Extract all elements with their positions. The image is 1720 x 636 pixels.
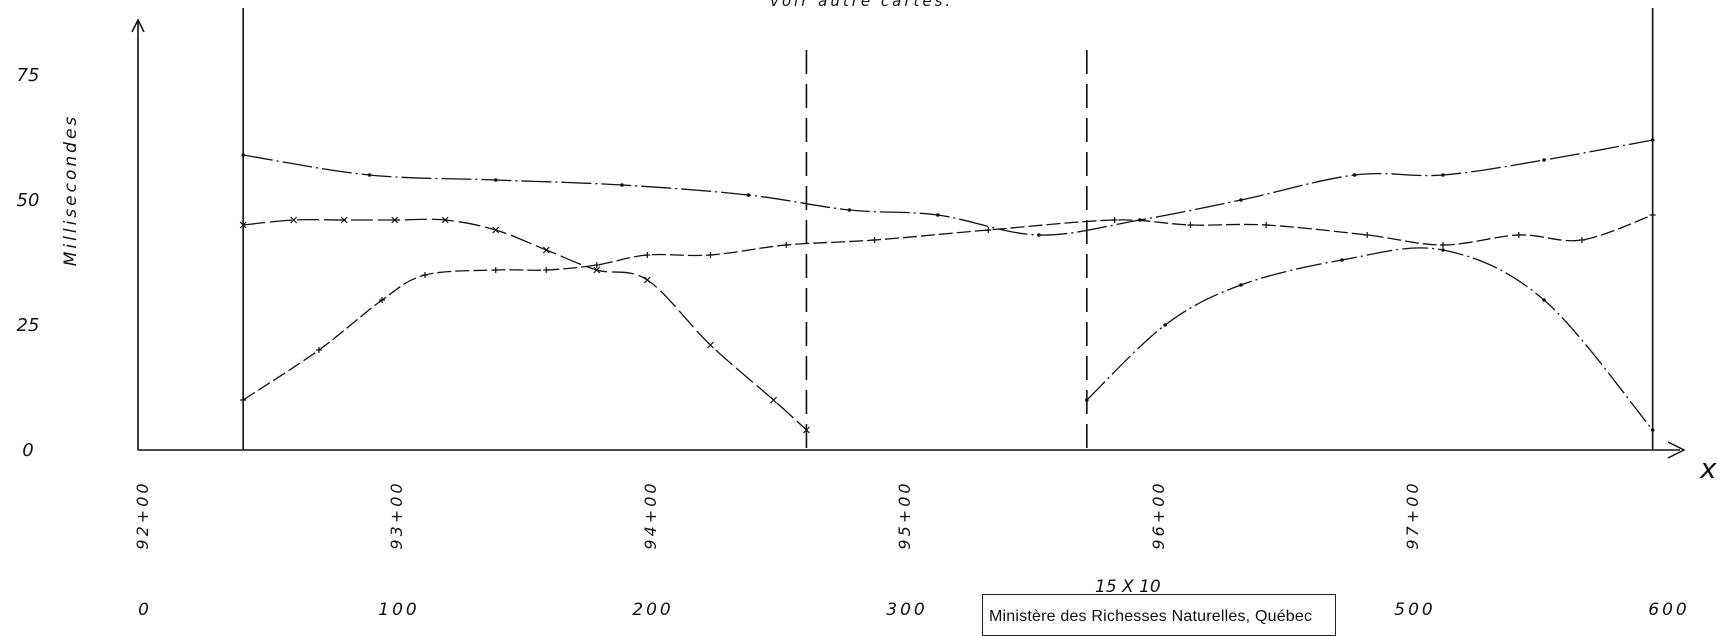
point-s3-9 <box>707 252 714 258</box>
point-s1-4 <box>620 183 624 187</box>
station-label-6: 97+00 <box>1403 480 1422 549</box>
point-s3-1 <box>240 397 247 403</box>
point-s1-11 <box>1352 173 1357 177</box>
x-tick-label-600: 600 <box>1648 600 1689 620</box>
point-s1-7 <box>936 213 940 217</box>
y-tick-label-0: 0 <box>22 440 33 461</box>
point-s1-5 <box>746 193 751 197</box>
x-tick-label-300: 300 <box>886 600 927 620</box>
point-s3-5 <box>492 267 499 273</box>
point-s2-12 <box>803 426 810 434</box>
point-s3-15 <box>1263 222 1270 228</box>
point-s1-1 <box>241 153 245 157</box>
series-line-2 <box>243 218 807 431</box>
point-s2-11 <box>770 396 778 404</box>
point-s4-6 <box>1542 298 1546 302</box>
top-note: voir autre cartes. <box>770 0 954 10</box>
point-s3-13 <box>1111 217 1118 223</box>
point-s3-10 <box>783 242 790 248</box>
point-s2-9 <box>643 276 651 284</box>
point-s2-10 <box>707 341 714 349</box>
point-s1-13 <box>1542 158 1546 162</box>
point-s1-12 <box>1441 173 1445 177</box>
series-line-4 <box>1086 247 1654 431</box>
point-s2-1 <box>239 221 247 229</box>
point-s3-19 <box>1578 237 1585 243</box>
point-s3-8 <box>644 252 651 258</box>
series-layer <box>239 138 1656 434</box>
x-axis-arrowhead <box>1667 441 1686 459</box>
point-s3-4 <box>422 272 429 278</box>
point-s2-2 <box>290 216 298 224</box>
point-s1-2 <box>367 173 372 177</box>
station-label-5: 96+00 <box>1149 480 1168 549</box>
station-label-4: 95+00 <box>895 480 914 549</box>
y-tick-label-75: 75 <box>17 65 40 86</box>
axes <box>131 18 1686 459</box>
ministry-stamp: Ministère des Richesses Naturelles, Québ… <box>982 594 1336 636</box>
point-s3-6 <box>543 267 550 273</box>
point-s2-4 <box>391 216 399 224</box>
y-tick-label-50: 50 <box>17 190 40 211</box>
point-s4-2 <box>1163 323 1167 327</box>
point-s4-7 <box>1650 428 1655 432</box>
point-s1-6 <box>847 208 852 212</box>
y-axis-arrowhead <box>131 18 145 33</box>
scale-note: 15 X 10 <box>1095 577 1161 597</box>
reference-lines <box>242 8 1654 450</box>
point-s2-5 <box>441 216 449 224</box>
x-tick-label-200: 200 <box>632 600 673 620</box>
station-label-1: 92+00 <box>133 480 152 549</box>
point-s4-1 <box>1085 398 1089 402</box>
point-s1-14 <box>1650 138 1655 142</box>
point-s4-4 <box>1340 258 1344 262</box>
point-s3-17 <box>1440 242 1446 248</box>
stamp-text: Ministère des Richesses Naturelles, Québ… <box>989 608 1313 625</box>
point-s2-6 <box>492 226 500 234</box>
point-s2-7 <box>542 246 550 254</box>
point-s4-3 <box>1239 283 1243 287</box>
point-s1-3 <box>493 178 498 182</box>
point-s3-18 <box>1515 232 1522 238</box>
x-tick-label-500: 500 <box>1394 600 1435 620</box>
station-label-3: 94+00 <box>641 480 660 549</box>
point-s3-11 <box>871 237 878 243</box>
point-s3-14 <box>1187 222 1194 228</box>
point-s3-2 <box>315 347 322 353</box>
point-s3-16 <box>1364 232 1371 238</box>
point-s3-3 <box>379 297 386 303</box>
point-s2-3 <box>340 216 348 224</box>
x-tick-label-100: 100 <box>378 600 419 620</box>
point-s3-7 <box>593 262 600 268</box>
point-s3-20 <box>1649 212 1656 218</box>
x-tick-label-0: 0 <box>138 600 152 620</box>
series-line-1 <box>243 139 1653 236</box>
point-s3-12 <box>985 227 992 233</box>
tick-labels: 0255075010020030040050060092+0093+0094+0… <box>17 65 1689 620</box>
series-line-3 <box>242 214 1653 401</box>
point-s1-10 <box>1239 198 1243 202</box>
y-axis-label: Millisecondes <box>61 114 81 267</box>
point-s4-5 <box>1441 248 1445 252</box>
point-s1-8 <box>1037 233 1041 237</box>
x-axis-label: x <box>1699 452 1717 485</box>
station-label-2: 93+00 <box>387 480 406 549</box>
point-s2-8 <box>593 266 601 274</box>
y-tick-label-25: 25 <box>17 315 40 336</box>
